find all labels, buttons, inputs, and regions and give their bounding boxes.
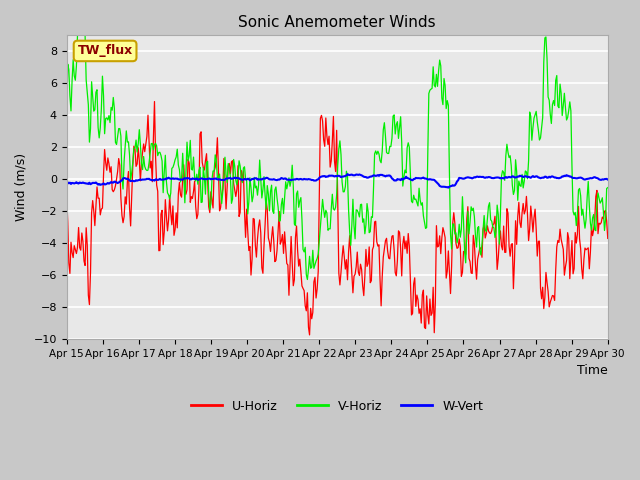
U-Horiz	[325, 133, 333, 139]
U-Horiz	[387, 242, 395, 248]
U-Horiz	[150, 99, 158, 105]
W-Vert	[386, 173, 394, 179]
Line: U-Horiz: U-Horiz	[67, 102, 608, 335]
U-Horiz	[604, 236, 612, 241]
U-Horiz	[358, 266, 365, 272]
W-Vert	[604, 177, 612, 182]
V-Horiz	[74, 33, 81, 38]
V-Horiz	[604, 185, 612, 191]
W-Vert	[509, 173, 516, 179]
U-Horiz	[593, 188, 601, 193]
V-Horiz	[63, 115, 70, 121]
Legend: U-Horiz, V-Horiz, W-Vert: U-Horiz, V-Horiz, W-Vert	[186, 395, 488, 418]
Y-axis label: Wind (m/s): Wind (m/s)	[15, 153, 28, 221]
V-Horiz	[303, 276, 311, 282]
Line: W-Vert: W-Vert	[67, 174, 608, 188]
W-Vert	[445, 185, 452, 191]
V-Horiz	[322, 207, 330, 213]
Line: V-Horiz: V-Horiz	[67, 36, 608, 279]
W-Vert	[344, 171, 351, 177]
V-Horiz	[387, 144, 395, 149]
W-Vert	[63, 179, 70, 185]
U-Horiz	[322, 115, 330, 121]
W-Vert	[323, 174, 331, 180]
U-Horiz	[63, 193, 70, 199]
U-Horiz	[306, 332, 314, 338]
Title: Sonic Anemometer Winds: Sonic Anemometer Winds	[238, 15, 436, 30]
V-Horiz	[325, 226, 333, 232]
V-Horiz	[509, 182, 516, 188]
U-Horiz	[509, 241, 516, 247]
W-Vert	[356, 172, 364, 178]
V-Horiz	[358, 202, 365, 207]
W-Vert	[593, 175, 601, 181]
X-axis label: Time: Time	[577, 364, 608, 377]
W-Vert	[320, 173, 328, 179]
V-Horiz	[593, 200, 601, 206]
Text: TW_flux: TW_flux	[77, 45, 132, 58]
